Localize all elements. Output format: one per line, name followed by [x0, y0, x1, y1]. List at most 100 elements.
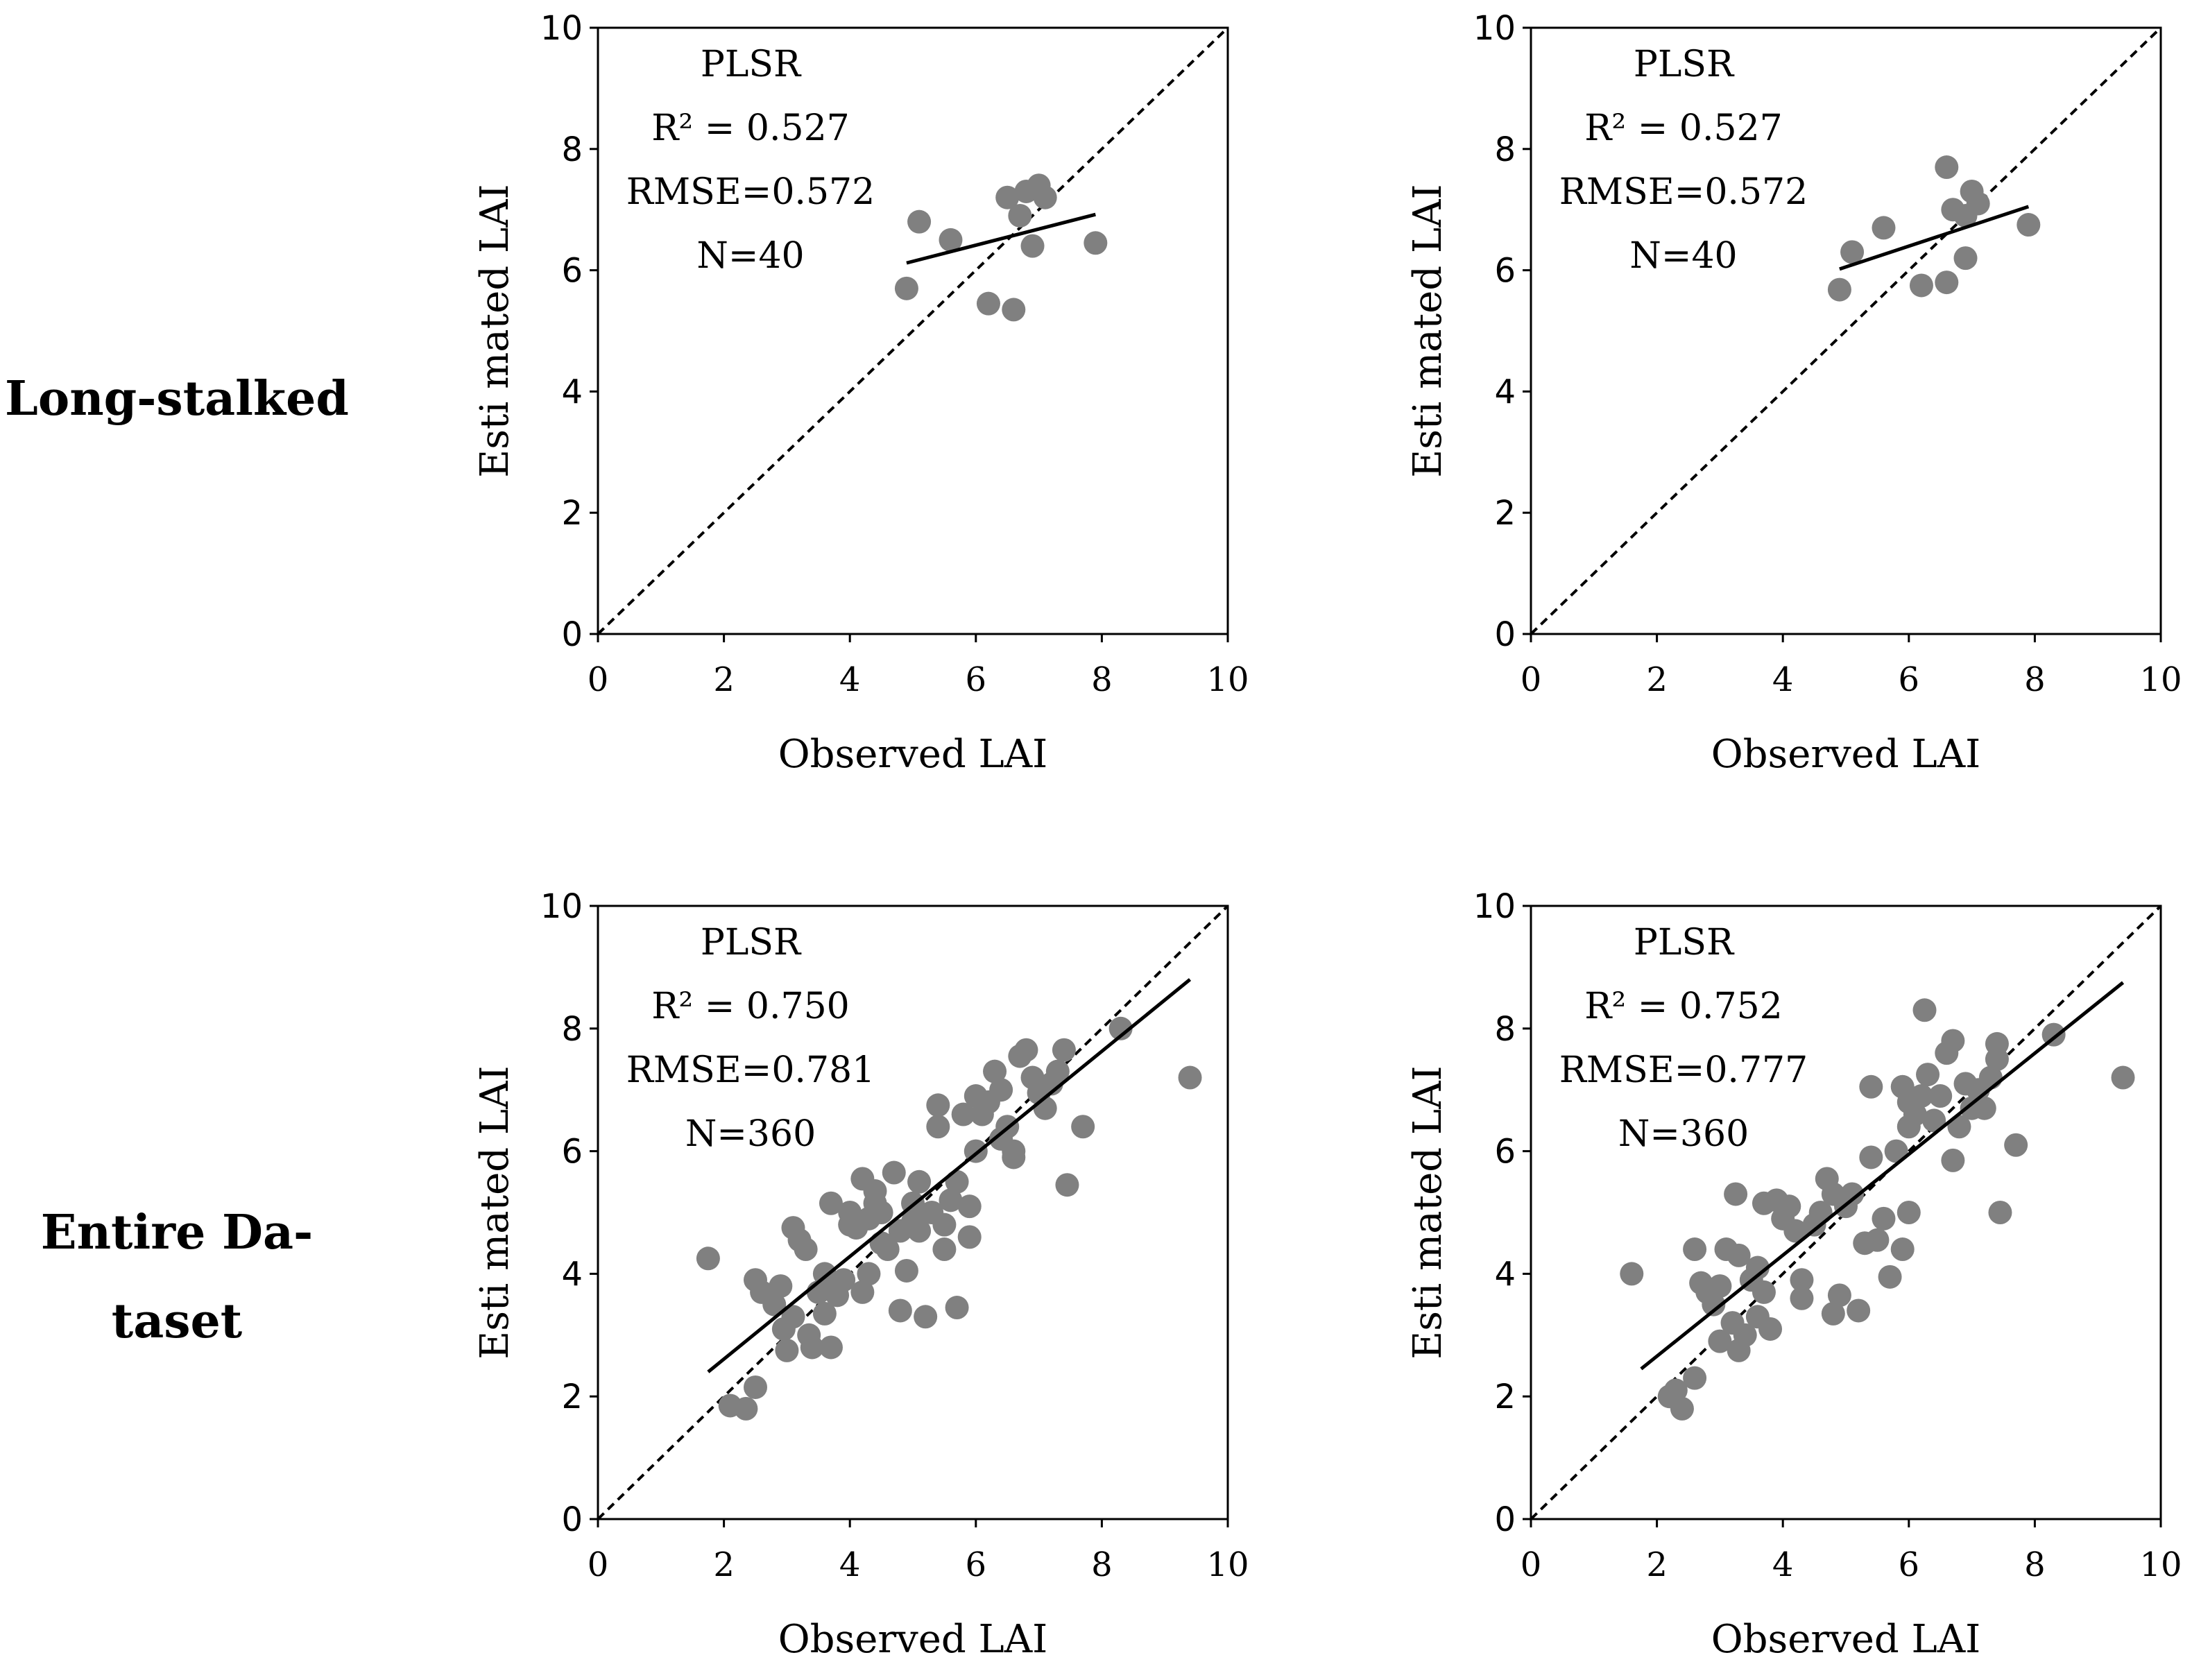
x-axis-title: Observed LAI: [778, 732, 1048, 777]
data-point: [894, 276, 918, 300]
data-point: [989, 1078, 1013, 1102]
chart-panel-1: 0 2 4 6 8 10 0 2 4 6 8 10 Observed LAI Esti mated LAI…: [472, 9, 1249, 777]
data-point: [1941, 1148, 1965, 1172]
data-point: [1071, 1115, 1095, 1139]
data-point: [775, 1338, 799, 1362]
y-axis-title: Esti mated LAI: [472, 1065, 517, 1359]
panels: 0 2 4 6 8 10 0 2 4 6 8 10 Observed LAI Esti mated LAI…: [472, 9, 2182, 1662]
x-tick-label: 4: [839, 1545, 861, 1584]
data-point: [850, 1280, 875, 1304]
data-point: [1708, 1329, 1732, 1353]
y-tick-label: 10: [540, 887, 583, 926]
data-point: [857, 1262, 881, 1286]
data-point: [914, 1305, 938, 1329]
data-point: [1916, 1063, 1940, 1087]
annotation-line: R² = 0.527: [1584, 108, 1783, 149]
data-point: [1745, 1255, 1770, 1280]
data-point: [882, 1160, 906, 1185]
data-point: [832, 1268, 856, 1292]
data-point: [1002, 1139, 1026, 1163]
y-tick-label: 10: [1473, 887, 1516, 926]
data-point: [1903, 1102, 1927, 1126]
data-point: [762, 1292, 787, 1317]
y-axis-title: Esti mated LAI: [1405, 184, 1450, 477]
annotation-line: N=40: [1629, 235, 1737, 277]
data-point: [1033, 1096, 1057, 1120]
data-point: [812, 1301, 837, 1326]
y-tick-label: 4: [561, 372, 583, 411]
y-tick-label: 0: [1494, 1500, 1516, 1539]
x-axis-title: Observed LAI: [1711, 732, 1981, 777]
x-tick-label: 10: [1206, 1545, 1249, 1584]
data-point: [926, 1115, 950, 1139]
annotation-line: PLSR: [1634, 44, 1735, 85]
x-tick-label: 10: [2139, 1545, 2182, 1584]
y-tick-label: 0: [561, 615, 583, 654]
data-point: [1777, 1194, 1801, 1219]
data-point: [1084, 231, 1108, 255]
data-point: [863, 1179, 887, 1203]
y-tick-label: 6: [1494, 1133, 1516, 1172]
data-point: [1941, 1029, 1965, 1053]
x-tick-label: 8: [1091, 1545, 1113, 1584]
data-point: [945, 1169, 969, 1194]
data-point: [781, 1305, 805, 1329]
data-point: [819, 1335, 843, 1360]
data-point: [1928, 1084, 1953, 1108]
data-point: [1733, 1323, 1757, 1347]
x-tick-label: 2: [713, 1545, 735, 1584]
x-tick-label: 6: [1899, 660, 1920, 699]
y-tick-label: 0: [561, 1500, 583, 1539]
data-point: [1055, 1173, 1079, 1197]
data-point: [939, 228, 963, 252]
y-axis-title: Esti mated LAI: [1405, 1065, 1450, 1359]
x-tick-label: 10: [1206, 660, 1249, 699]
y-axis-title: Esti mated LAI: [472, 184, 517, 477]
x-tick-label: 6: [1899, 1545, 1920, 1584]
data-point: [800, 1335, 824, 1360]
data-point: [1683, 1366, 1707, 1390]
data-point: [945, 1296, 969, 1320]
annotation-line: N=360: [1618, 1113, 1749, 1155]
data-point: [995, 185, 1020, 209]
data-point: [1702, 1292, 1726, 1317]
data-point: [1108, 1016, 1133, 1040]
y-tick-label: 8: [561, 1010, 583, 1049]
data-point: [976, 291, 1000, 316]
x-tick-label: 0: [1521, 1545, 1542, 1584]
annotation-line: R² = 0.750: [651, 986, 850, 1027]
data-point: [1020, 234, 1045, 258]
annotation-line: PLSR: [701, 922, 802, 963]
data-point: [1966, 191, 1990, 216]
plot-frame: [1530, 26, 2162, 635]
one-to-one-line: [597, 905, 1229, 1520]
x-tick-label: 2: [1646, 660, 1668, 699]
y-tick-label: 2: [561, 494, 583, 533]
x-tick-label: 8: [2024, 660, 2046, 699]
regression-line: [1839, 205, 2030, 271]
data-point: [2041, 1022, 2066, 1047]
data-point: [1620, 1262, 1644, 1286]
y-tick-label: 4: [1494, 1255, 1516, 1294]
data-point: [1953, 246, 1978, 271]
row-label-entire-dataset-line1: Entire Da-: [41, 1205, 314, 1260]
annotation-line: N=360: [685, 1113, 816, 1155]
data-point: [1663, 1378, 1688, 1403]
data-point: [1878, 1265, 1902, 1289]
x-tick-label: 2: [713, 660, 735, 699]
annotation-line: RMSE=0.781: [626, 1049, 875, 1091]
row-label-entire-dataset-line2: taset: [112, 1294, 243, 1349]
data-point: [1988, 1201, 2012, 1224]
data-point: [957, 1225, 982, 1249]
data-point: [769, 1274, 793, 1298]
y-tick-label: 2: [561, 1378, 583, 1416]
x-tick-label: 2: [1646, 1545, 1668, 1584]
row-label-long-stalked: Long-stalked: [5, 371, 349, 427]
data-point: [1922, 1108, 1946, 1133]
data-point: [1896, 1201, 1921, 1224]
data-point: [951, 1102, 975, 1126]
data-point: [1178, 1065, 1202, 1090]
x-tick-label: 6: [966, 1545, 987, 1584]
y-tick-label: 8: [1494, 130, 1516, 169]
